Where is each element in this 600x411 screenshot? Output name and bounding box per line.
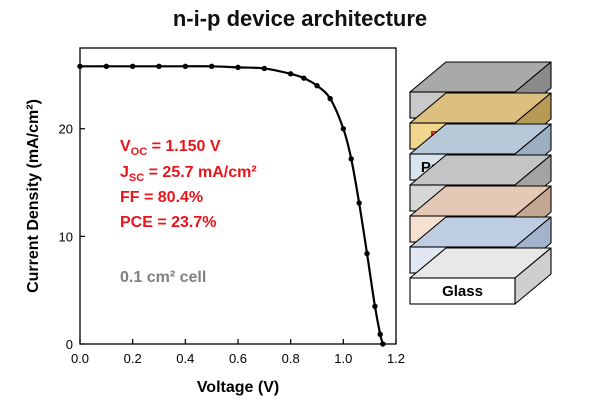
jv-point	[77, 63, 83, 69]
jv-point	[364, 250, 370, 257]
y-axis-label: Current Density (mA/cm²)	[25, 99, 42, 293]
jv-point	[377, 331, 383, 338]
jsc-sub: SC	[129, 172, 144, 184]
jv-point	[327, 95, 333, 102]
x-tick-label: 0.2	[124, 351, 142, 366]
jsc-label: JSC = 25.7 mA/cm²	[120, 164, 257, 184]
jv-point	[340, 126, 347, 132]
jsc-value: = 25.7 mA/cm²	[144, 164, 257, 181]
jv-point	[287, 71, 294, 77]
x-tick-label: 0.4	[176, 351, 194, 366]
jv-point	[103, 63, 110, 69]
x-tick-label: 0.6	[229, 351, 247, 366]
jv-point	[314, 82, 320, 89]
jv-point	[156, 63, 162, 69]
figure-title: n-i-p device architecture	[172, 6, 428, 31]
voc-label: VOC = 1.150 V	[120, 138, 221, 158]
jv-curve	[77, 63, 386, 347]
layer-front-face	[409, 277, 516, 305]
cell-area-label: 0.1 cm² cell	[120, 269, 206, 286]
jv-point	[261, 65, 268, 72]
device-stack: AgP-24 HTLPassivationPVSKSnO2FTOGlass	[409, 61, 552, 305]
y-tick-label: 0	[66, 337, 73, 352]
jv-point	[208, 63, 215, 69]
x-tick-label: 0.8	[282, 351, 300, 366]
x-tick-label: 0.0	[71, 351, 89, 366]
y-tick-label: 20	[59, 122, 73, 137]
x-tick-label: 1.0	[334, 351, 352, 366]
ff-label: FF = 80.4%	[120, 189, 203, 206]
jsc-main: J	[120, 164, 129, 181]
layer-label-text: Glass	[442, 283, 483, 300]
stack-layer: Glass	[409, 247, 552, 305]
jv-point	[380, 341, 386, 347]
metrics-annotation: VOC = 1.150 V JSC = 25.7 mA/cm² FF = 80.…	[120, 138, 257, 231]
jv-point	[182, 63, 189, 69]
voc-main: V	[120, 138, 131, 155]
layer-label: Glass	[442, 283, 483, 300]
axis-ticks: 0.0 0.2 0.4 0.6 0.8 1.0 1.2 0 10 20	[59, 122, 406, 366]
y-tick-label: 10	[59, 229, 73, 244]
jv-point	[129, 63, 136, 69]
x-axis-label: Voltage (V)	[197, 379, 279, 396]
jv-point	[348, 156, 354, 162]
pce-label: PCE = 23.7%	[120, 214, 217, 231]
voc-sub: OC	[131, 146, 148, 158]
jv-point	[372, 303, 378, 310]
jv-point	[356, 200, 362, 206]
x-tick-label: 1.2	[387, 351, 405, 366]
jv-point	[235, 64, 241, 71]
voc-value: = 1.150 V	[147, 138, 221, 155]
jv-point	[301, 75, 307, 81]
